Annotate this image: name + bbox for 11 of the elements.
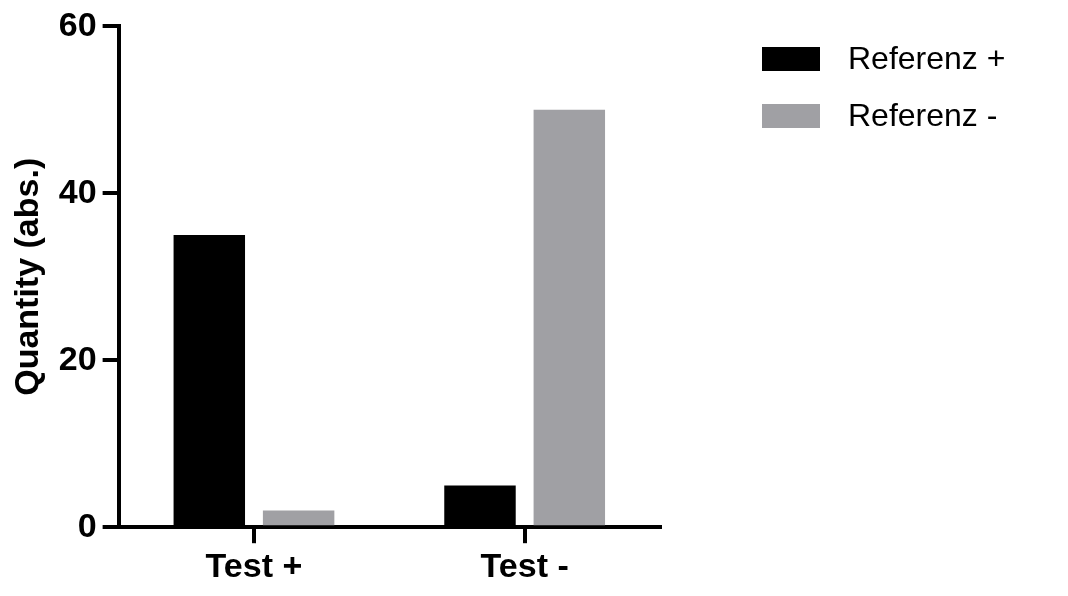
y-tick-label: 20 xyxy=(58,338,97,377)
y-axis-title: Quantity (abs.) xyxy=(6,157,45,396)
legend-label: Referenz - xyxy=(848,97,998,134)
y-tick-label: 0 xyxy=(77,505,97,544)
y-tick-label: 60 xyxy=(58,4,97,43)
x-tick-label: Test - xyxy=(480,545,569,584)
bar xyxy=(533,109,606,526)
legend-label: Referenz + xyxy=(848,40,1006,77)
x-tick-label: Test + xyxy=(205,545,303,584)
bar xyxy=(262,510,335,526)
y-tick-label: 40 xyxy=(58,171,97,210)
